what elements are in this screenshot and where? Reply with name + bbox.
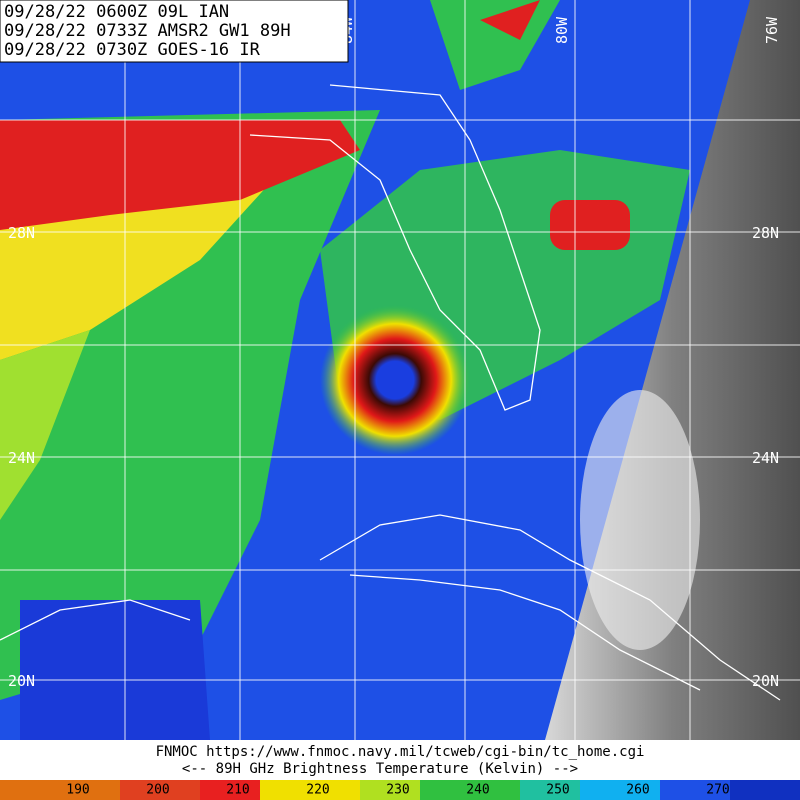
header-line: 09/28/22 0733Z AMSR2 GW1 89H — [4, 21, 291, 41]
header-line: 09/28/22 0600Z 09L IAN — [4, 2, 229, 22]
colorbar-label: 190 — [66, 783, 89, 798]
colorbar-label: 230 — [386, 783, 409, 798]
header: 09/28/22 0600Z 09L IAN 09/28/22 0733Z AM… — [0, 0, 349, 63]
footer-source: FNMOC https://www.fnmoc.navy.mil/tcweb/c… — [156, 744, 645, 760]
lat-label: 24N — [752, 449, 779, 467]
colorbar-label: 260 — [626, 783, 649, 798]
colorbar-label: 250 — [546, 783, 569, 798]
colorbar-label: 220 — [306, 783, 329, 798]
lat-label: 20N — [752, 672, 779, 690]
lat-label: 28N — [752, 224, 779, 242]
lat-label: 20N — [8, 672, 35, 690]
colorbar-label: 210 — [226, 783, 249, 798]
colorbar: 190 200 210 220 230 240 250 260 270 — [0, 780, 800, 800]
header-line: 09/28/22 0730Z GOES-16 IR — [4, 40, 261, 60]
footer-caption: <-- 89H GHz Brightness Temperature (Kelv… — [182, 761, 578, 777]
footer: FNMOC https://www.fnmoc.navy.mil/tcweb/c… — [0, 740, 800, 780]
lon-label: 80W — [553, 16, 571, 44]
coastlines — [0, 84, 781, 701]
colorbar-label: 270 — [706, 783, 729, 798]
lat-label: 24N — [8, 449, 35, 467]
map-field — [0, 0, 800, 740]
lat-label: 28N — [8, 224, 35, 242]
grid — [0, 0, 800, 740]
colorbar-label: 200 — [146, 783, 169, 798]
colorbar-label: 240 — [466, 783, 489, 798]
lon-label: 76W — [763, 16, 781, 44]
